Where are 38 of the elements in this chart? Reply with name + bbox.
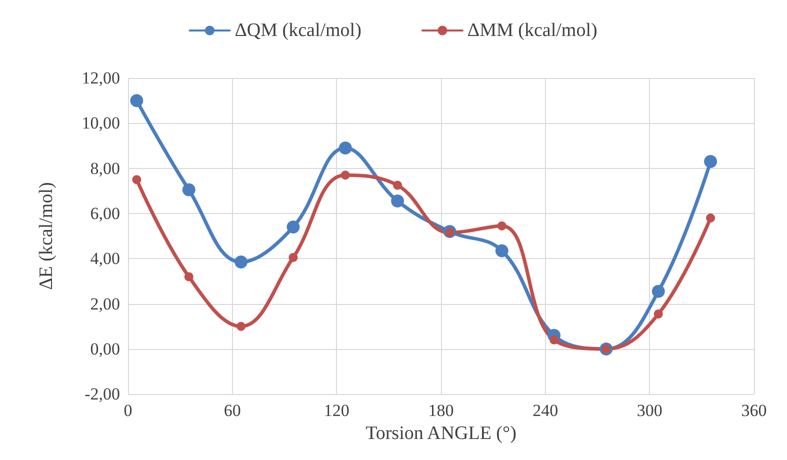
x-tick-label: 240 — [532, 401, 558, 420]
y-tick-label: 10,00 — [82, 114, 120, 133]
x-axis-title: Torsion ANGLE (°) — [366, 423, 516, 444]
y-tick-label: 8,00 — [90, 158, 120, 178]
point — [706, 213, 716, 222]
point — [391, 194, 404, 208]
y-tick-label: 0,00 — [90, 339, 120, 358]
point — [286, 220, 300, 234]
point — [550, 335, 559, 344]
y-tick-label: 2,00 — [90, 294, 120, 314]
x-tick-label: 60 — [224, 401, 241, 420]
point — [184, 272, 194, 282]
legend-label: ΔQM (kcal/mol) — [234, 20, 362, 41]
x-tick-label: 300 — [636, 401, 662, 420]
point — [497, 221, 506, 230]
x-tick-label: 0 — [124, 401, 132, 420]
point — [340, 170, 350, 180]
point — [182, 183, 196, 196]
point — [654, 309, 663, 318]
y-tick-label: 6,00 — [90, 204, 120, 223]
point — [652, 284, 665, 298]
x-tick-label: 180 — [428, 401, 454, 420]
y-tick-label: -2,00 — [84, 384, 120, 404]
x-tick-label: 120 — [324, 401, 350, 420]
point — [236, 322, 246, 331]
point — [393, 180, 402, 190]
x-tick-label: 360 — [741, 401, 767, 420]
point — [338, 141, 352, 154]
point — [288, 253, 298, 262]
y-tick-label: 4,00 — [90, 249, 120, 268]
point — [234, 256, 248, 269]
point — [132, 175, 142, 184]
legend-label: ΔMM (kcal/mol) — [467, 20, 598, 41]
point — [495, 244, 508, 258]
point — [130, 94, 144, 108]
y-tick-label: 12,00 — [82, 68, 120, 88]
point — [704, 155, 718, 168]
y-axis-title: ΔE (kcal/mol) — [36, 182, 57, 290]
